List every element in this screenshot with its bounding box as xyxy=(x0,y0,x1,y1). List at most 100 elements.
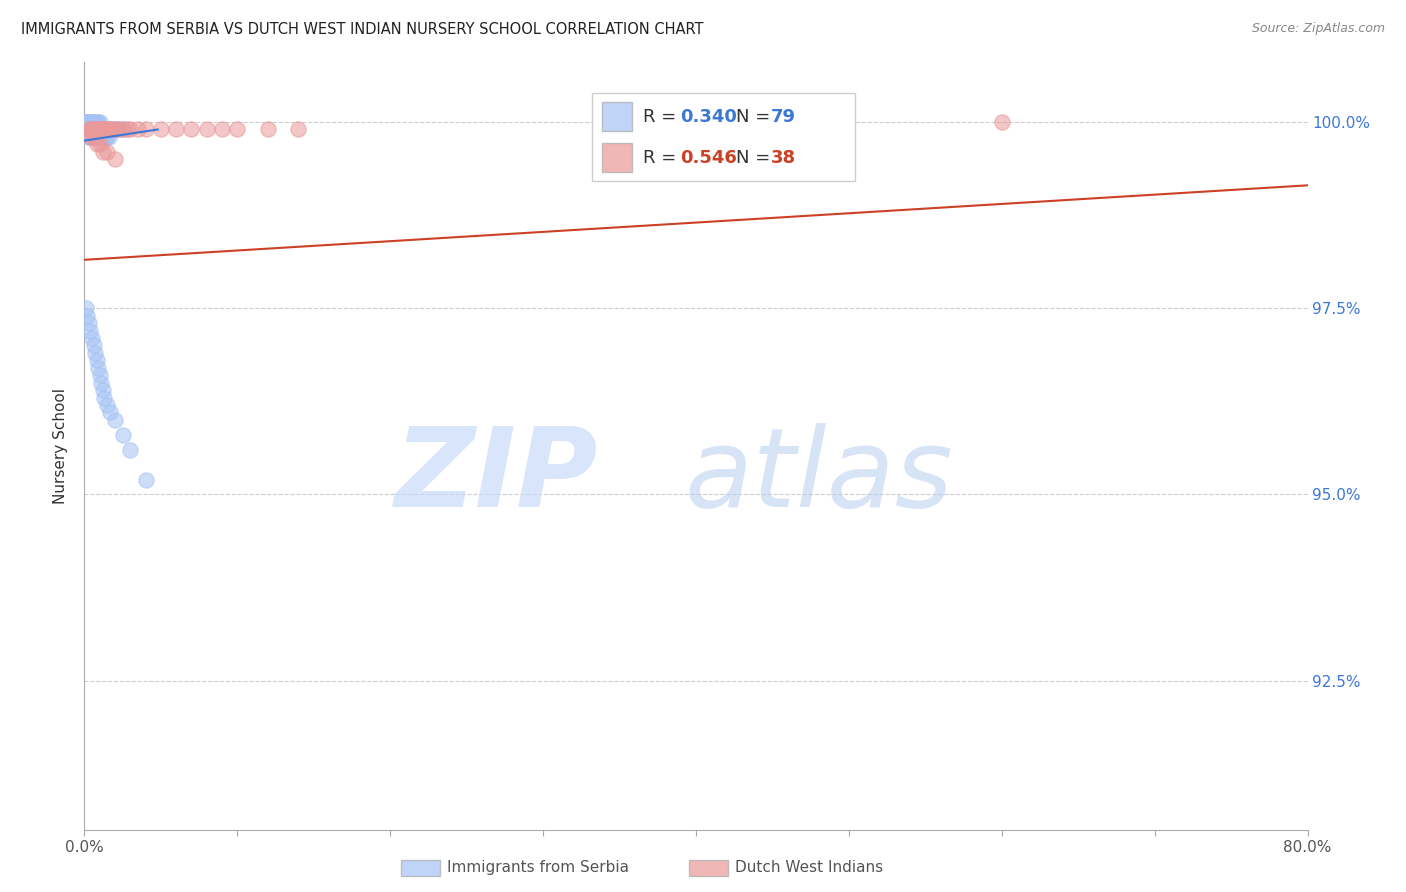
Point xyxy=(76,122,98,136)
Point xyxy=(257,122,280,136)
Point xyxy=(93,122,115,136)
Point xyxy=(87,360,110,375)
FancyBboxPatch shape xyxy=(592,93,855,181)
Point xyxy=(96,145,118,159)
Point xyxy=(86,137,108,152)
Point xyxy=(84,129,107,144)
Point xyxy=(96,122,118,136)
Point xyxy=(991,115,1014,129)
Point xyxy=(80,122,103,136)
Point xyxy=(135,473,157,487)
Text: R =: R = xyxy=(644,149,682,167)
Point xyxy=(104,153,127,167)
Text: N =: N = xyxy=(737,149,776,167)
Point xyxy=(79,324,101,338)
Point xyxy=(93,129,115,144)
Point xyxy=(76,115,98,129)
Text: 0.340: 0.340 xyxy=(681,108,737,126)
Text: Dutch West Indians: Dutch West Indians xyxy=(735,861,883,875)
Point xyxy=(87,122,110,136)
Point xyxy=(84,122,107,136)
Point xyxy=(77,122,100,136)
Point xyxy=(86,129,108,144)
Point xyxy=(83,338,105,352)
Text: 79: 79 xyxy=(770,108,796,126)
Point xyxy=(86,122,108,136)
Point xyxy=(79,115,101,129)
Point xyxy=(226,122,249,136)
Point xyxy=(90,122,112,136)
Point xyxy=(111,122,134,136)
Point xyxy=(98,405,121,419)
Point xyxy=(89,129,111,144)
Text: R =: R = xyxy=(644,108,682,126)
Point xyxy=(77,122,100,136)
Point xyxy=(211,122,233,136)
Point xyxy=(101,122,124,136)
Point xyxy=(89,137,111,152)
Point xyxy=(77,129,100,144)
Point xyxy=(83,122,105,136)
Point xyxy=(97,122,120,136)
Point xyxy=(98,122,121,136)
Point xyxy=(86,353,108,368)
Point xyxy=(79,122,101,136)
Point xyxy=(97,122,120,136)
Text: Immigrants from Serbia: Immigrants from Serbia xyxy=(447,861,628,875)
Point xyxy=(180,122,202,136)
Point xyxy=(104,413,127,427)
Point xyxy=(84,115,107,129)
Point xyxy=(84,122,107,136)
Point xyxy=(127,122,149,136)
Point xyxy=(135,122,157,136)
Point xyxy=(75,301,97,316)
Text: N =: N = xyxy=(737,108,776,126)
Point xyxy=(79,129,101,144)
Text: ZIP: ZIP xyxy=(395,423,598,530)
Point xyxy=(86,122,108,136)
Point xyxy=(80,115,103,129)
Point xyxy=(104,122,127,136)
Point xyxy=(79,115,101,129)
Point xyxy=(83,122,105,136)
Point xyxy=(80,122,103,136)
Point xyxy=(80,331,103,345)
Point xyxy=(111,427,134,442)
Point xyxy=(83,115,105,129)
Point xyxy=(120,442,142,457)
Point xyxy=(96,129,118,144)
Point xyxy=(76,309,98,323)
Point xyxy=(86,122,108,136)
Point xyxy=(107,122,129,136)
Point xyxy=(75,115,97,129)
Bar xyxy=(602,103,633,131)
Text: Source: ZipAtlas.com: Source: ZipAtlas.com xyxy=(1251,22,1385,36)
Point xyxy=(94,122,117,136)
Point xyxy=(79,122,101,136)
Point xyxy=(107,122,129,136)
Point xyxy=(94,122,117,136)
Point xyxy=(120,122,142,136)
Point xyxy=(83,122,105,136)
Point xyxy=(90,129,112,144)
Point xyxy=(84,122,107,136)
Point xyxy=(105,122,128,136)
Point xyxy=(77,115,100,129)
Point xyxy=(87,129,110,144)
Text: atlas: atlas xyxy=(683,423,953,530)
Point xyxy=(79,122,101,136)
Text: IMMIGRANTS FROM SERBIA VS DUTCH WEST INDIAN NURSERY SCHOOL CORRELATION CHART: IMMIGRANTS FROM SERBIA VS DUTCH WEST IND… xyxy=(21,22,703,37)
Point xyxy=(76,115,98,129)
Point xyxy=(86,115,108,129)
Point xyxy=(91,383,114,397)
Point xyxy=(77,115,100,129)
Point xyxy=(89,122,111,136)
Point xyxy=(97,129,120,144)
Point xyxy=(91,129,114,144)
Text: 38: 38 xyxy=(770,149,796,167)
Point xyxy=(93,391,115,405)
Y-axis label: Nursery School: Nursery School xyxy=(53,388,69,504)
Point xyxy=(115,122,138,136)
Point xyxy=(89,368,111,383)
Point xyxy=(84,346,107,360)
